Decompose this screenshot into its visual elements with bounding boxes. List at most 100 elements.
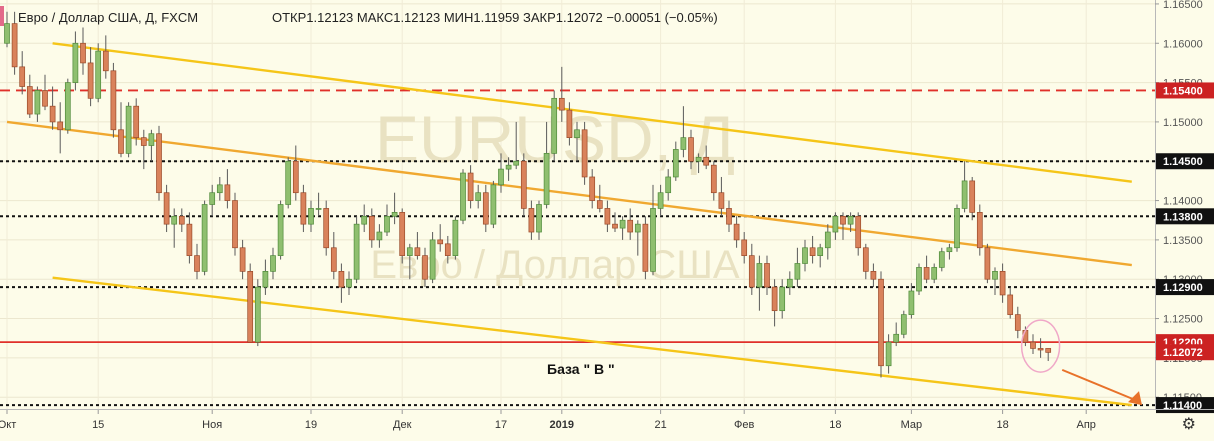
base-annotation: База " В "	[547, 361, 615, 377]
candle-body	[49, 105, 56, 123]
level-badge	[1156, 279, 1214, 296]
level-badge	[1156, 82, 1214, 99]
candle-body	[399, 212, 406, 256]
candles	[4, 11, 1052, 378]
candle-body	[969, 180, 976, 213]
x-tick-label: 17	[495, 419, 507, 431]
candle-body	[885, 341, 892, 367]
candle-body	[809, 247, 816, 256]
x-tick-label: 2019	[550, 419, 574, 431]
candle-body	[779, 286, 786, 312]
candle-body	[741, 239, 748, 256]
candle-body	[437, 239, 444, 245]
candle-body	[748, 255, 755, 288]
candle-body	[923, 267, 930, 280]
candle-body	[847, 215, 854, 225]
candle-body	[665, 176, 672, 194]
candle-body	[764, 263, 770, 288]
candle-body	[566, 109, 573, 138]
candle-body	[878, 278, 884, 367]
candle-body	[543, 153, 550, 205]
candle-body	[171, 215, 178, 225]
candle-body	[1037, 348, 1044, 351]
candle-body	[391, 212, 398, 217]
candle-body	[992, 271, 998, 280]
candle-body	[984, 247, 991, 280]
header-marker	[0, 6, 4, 26]
x-tick-label: Апр	[1076, 419, 1095, 431]
candle-body	[224, 184, 231, 201]
grid	[0, 0, 1155, 409]
trend-line-mid-channel[interactable]	[6, 120, 1132, 267]
candle-body	[1030, 341, 1036, 349]
candle-body	[855, 215, 862, 249]
candle-body	[733, 223, 740, 241]
x-tick-label: Окт	[0, 419, 16, 431]
x-tick-label: 15	[92, 419, 104, 431]
trend-line-lower-channel[interactable]	[52, 276, 1132, 407]
candle-body	[999, 271, 1006, 296]
candle-body	[95, 50, 102, 99]
candle-body	[384, 215, 390, 233]
candle-body	[72, 42, 79, 83]
candle-body	[346, 278, 352, 288]
candle-body	[11, 23, 18, 68]
candle-body	[650, 208, 656, 272]
level-badge-label: 1.13800	[1163, 211, 1203, 223]
candle-body	[42, 90, 48, 107]
level-badge	[1156, 153, 1214, 170]
candle-body	[710, 164, 717, 194]
candle-body	[422, 255, 428, 280]
candle-body	[893, 333, 900, 343]
candle-body	[498, 168, 504, 186]
candle-body	[452, 219, 459, 256]
candle-body	[490, 184, 497, 225]
x-tick-label: 21	[654, 419, 666, 431]
ohlc-readout: ОТКР1.12123 МАКС1.12123 МИН1.11959 ЗАКР1…	[272, 10, 718, 25]
x-tick-label: 18	[829, 419, 841, 431]
candle-body	[178, 215, 185, 225]
candle-body	[604, 208, 611, 225]
candle-body	[125, 105, 132, 154]
gear-icon[interactable]: ⚙	[1181, 414, 1196, 433]
x-tick-label: Мар	[901, 419, 923, 431]
candle-body	[726, 208, 732, 225]
candle-body	[4, 23, 10, 44]
candle-body	[862, 247, 869, 272]
candle-body	[657, 192, 664, 209]
candle-body	[247, 271, 254, 343]
x-tick-label: Фев	[734, 419, 754, 431]
candle-body	[817, 247, 824, 256]
candle-body	[80, 42, 86, 64]
candle-body	[57, 121, 64, 131]
trend-line-upper-channel[interactable]	[52, 42, 1132, 183]
level-badge-label: 1.14500	[1163, 156, 1203, 168]
candle-body	[19, 66, 26, 87]
candle-body	[1007, 294, 1014, 315]
price-badges: 1.154001.145001.138001.129001.122001.114…	[1156, 82, 1214, 414]
candle-body	[642, 223, 649, 272]
x-tick-label: Дек	[393, 419, 412, 431]
y-tick-label: 1.16000	[1163, 38, 1203, 50]
candle-body	[824, 231, 831, 249]
candle-body	[186, 223, 193, 256]
x-tick-label: Ноя	[202, 419, 222, 431]
candle-body	[277, 204, 284, 256]
candle-body	[672, 149, 679, 178]
candle-body	[1014, 314, 1021, 331]
candle-body	[786, 278, 793, 288]
candle-body	[520, 160, 527, 209]
y-tick-label: 1.16500	[1163, 0, 1203, 11]
candle-body	[156, 133, 162, 194]
candle-body	[946, 247, 953, 253]
down-arrow-head	[1128, 391, 1142, 406]
candle-body	[574, 129, 580, 138]
candle-body	[832, 215, 839, 233]
candle-body	[528, 208, 535, 233]
last-price-badge	[1156, 344, 1214, 361]
candle-body	[133, 105, 140, 138]
candle-body	[270, 255, 276, 272]
candle-body	[140, 137, 147, 146]
